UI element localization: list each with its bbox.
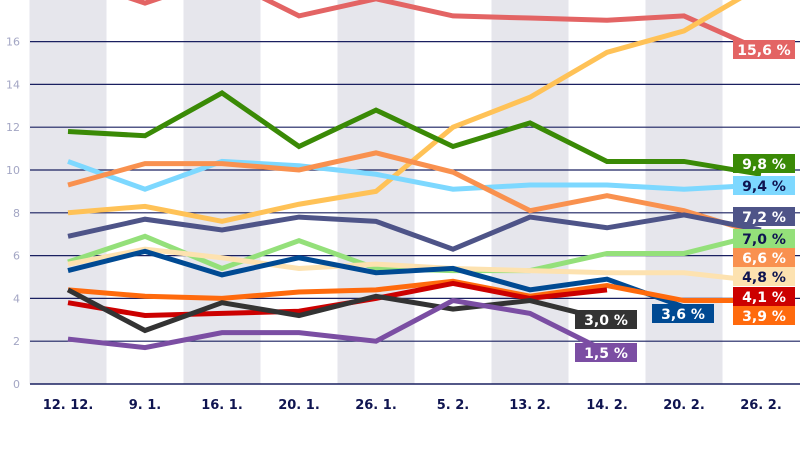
value-label-box (733, 248, 795, 267)
value-label-text: 7,2 % (742, 210, 786, 226)
value-label-s-lightblue: 9,4 % (733, 176, 795, 195)
x-tick-label: 12. 12. (43, 398, 94, 413)
x-tick-label: 14. 2. (586, 398, 628, 413)
series-line-s-darkblue (67, 248, 685, 310)
x-tick-label: 5. 2. (437, 398, 470, 413)
series-line-s-lightorange (67, 150, 762, 237)
y-axis-ticks: 0 2 4 6 8 10 12 14 16 (6, 36, 20, 391)
value-label-box (733, 229, 795, 248)
x-tick-label: 9. 1. (129, 398, 162, 413)
value-label-box (733, 287, 795, 306)
value-label-s-beige: 4,8 % (733, 267, 795, 286)
series-lines (66, 0, 763, 355)
x-tick-label: 26. 1. (355, 398, 397, 413)
column-band (29, 0, 107, 384)
value-label-s-darkblue: 3,6 % (652, 304, 714, 323)
value-label-s-red: 15,6 % (733, 40, 795, 59)
value-label-box (733, 267, 795, 286)
value-label-s-lightorange: 6,6 % (733, 248, 795, 267)
x-tick-label: 16. 1. (201, 398, 243, 413)
value-label-text: 4,1 % (742, 290, 786, 306)
y-tick-label: 8 (13, 207, 20, 220)
series-line-s-black (66, 287, 608, 334)
series-line-s-beige (67, 246, 762, 284)
x-tick-label: 20. 1. (278, 398, 320, 413)
value-label-text: 6,6 % (742, 251, 786, 267)
value-label-box (575, 343, 637, 362)
value-label-box (733, 306, 795, 325)
y-tick-label: 14 (6, 78, 20, 91)
column-band (645, 0, 723, 384)
value-label-s-lightgreen: 7,0 % (733, 229, 795, 248)
value-label-s-purple: 1,5 % (575, 343, 637, 362)
value-label-text: 9,8 % (742, 157, 786, 173)
x-axis-ticks: 12. 12. 9. 1. 16. 1. 20. 1. 26. 1. 5. 2. 13. 2… (43, 398, 782, 413)
value-label-box (652, 304, 714, 323)
value-label-text: 3,0 % (584, 313, 628, 329)
column-band (183, 0, 261, 384)
y-tick-label: 0 (13, 378, 20, 391)
series-line-s-lightblue (67, 158, 762, 192)
value-label-text: 9,4 % (742, 179, 786, 195)
value-label-s-green: 9,8 % (733, 154, 795, 173)
value-label-text: 4,8 % (742, 270, 786, 286)
series-line-s-orange (67, 278, 761, 304)
x-tick-label: 20. 2. (663, 398, 705, 413)
value-label-s-slate: 7,2 % (733, 207, 795, 226)
value-label-text: 7,0 % (742, 232, 786, 248)
value-label-s-darkred: 4,1 % (733, 287, 795, 306)
value-label-box (733, 40, 795, 59)
y-tick-label: 4 (13, 292, 20, 305)
y-tick-label: 6 (13, 250, 20, 263)
value-label-text: 3,6 % (661, 307, 705, 323)
value-label-box (733, 154, 795, 173)
value-label-text: 1,5 % (584, 346, 628, 362)
series-line-s-slate (67, 212, 762, 252)
series-line-s-purple (67, 297, 609, 355)
series-line-s-red (127, 0, 763, 53)
value-label-box (575, 310, 637, 329)
column-band (491, 0, 569, 384)
series-line-s-yellow (67, 0, 742, 224)
value-labels: 15,6 % 9,8 % 9,4 % 6,6 % 7,2 % 7,0 % 4,8 % 3,6 … (575, 40, 795, 362)
x-tick-label: 26. 2. (740, 398, 782, 413)
value-label-text: 3,9 % (742, 309, 786, 325)
value-label-box (733, 176, 795, 195)
y-tick-label: 16 (6, 36, 20, 49)
y-tick-label: 12 (6, 121, 20, 134)
x-tick-label: 13. 2. (509, 398, 551, 413)
y-tick-label: 10 (6, 164, 20, 177)
value-label-s-black: 3,0 % (575, 310, 637, 329)
y-tick-label: 2 (13, 335, 20, 348)
value-label-box (733, 207, 795, 226)
series-line-s-green (67, 90, 762, 177)
value-label-s-orange: 3,9 % (733, 306, 795, 325)
value-label-text: 15,6 % (737, 43, 790, 59)
